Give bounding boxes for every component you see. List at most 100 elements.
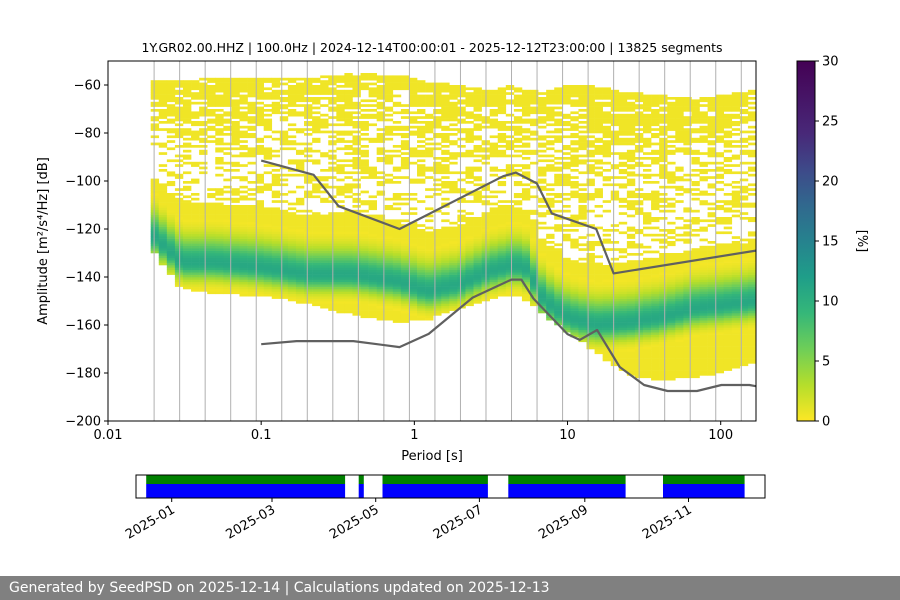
psd-cell [513, 226, 523, 230]
psd-cell [449, 123, 458, 127]
psd-cell [683, 267, 692, 271]
psd-cell [618, 293, 628, 297]
psd-cell [392, 255, 402, 259]
psd-cell [255, 245, 264, 249]
psd-cell [497, 274, 507, 278]
psd-cell [707, 308, 716, 311]
psd-cell [594, 188, 603, 191]
psd-cell [304, 255, 313, 259]
psd-cell [417, 286, 426, 290]
psd-cell [562, 286, 571, 290]
psd-cell [626, 315, 636, 319]
psd-cell [215, 243, 224, 247]
psd-cell [449, 142, 458, 146]
psd-cell [271, 286, 281, 290]
psd-cell [247, 262, 256, 266]
psd-cell [255, 94, 264, 98]
psd-cell [667, 265, 676, 268]
psd-cell [425, 267, 434, 271]
psd-cell [312, 99, 321, 103]
psd-cell [425, 113, 434, 117]
psd-cell [158, 245, 168, 249]
psd-cell [433, 236, 442, 239]
psd-cell [489, 145, 499, 148]
psd-cell [255, 200, 264, 203]
psd-cell [255, 111, 264, 115]
psd-cell [578, 121, 587, 124]
psd-cell [707, 351, 716, 355]
psd-cell [150, 89, 160, 93]
psd-cell [610, 113, 620, 117]
psd-cell [215, 193, 224, 196]
psd-cell [578, 209, 587, 213]
psd-cell [594, 327, 603, 331]
psd-cell [578, 310, 587, 314]
psd-cell [513, 291, 523, 295]
psd-cell [231, 121, 240, 124]
psd-cell [255, 202, 264, 206]
psd-cell [651, 111, 660, 115]
psd-cell [651, 341, 660, 345]
psd-cell [554, 101, 563, 105]
psd-cell [489, 97, 499, 100]
psd-cell [675, 99, 684, 103]
psd-cell [651, 135, 660, 139]
psd-cell [562, 173, 571, 177]
psd-cell [667, 241, 676, 244]
psd-cell [699, 125, 708, 129]
psd-cell [336, 267, 345, 271]
psd-cell [223, 229, 232, 232]
psd-cell [384, 308, 394, 311]
psd-heatmap [150, 73, 756, 381]
psd-cell [174, 97, 184, 100]
psd-cell [562, 301, 571, 304]
psd-cell [659, 317, 668, 321]
psd-cell [384, 284, 394, 287]
psd-cell [513, 137, 523, 141]
psd-cell [513, 121, 523, 124]
psd-cell [368, 257, 377, 261]
psd-cell [255, 248, 264, 251]
psd-cell [562, 178, 571, 182]
psd-cell [174, 173, 184, 177]
psd-cell [215, 121, 224, 124]
psd-cell [683, 315, 692, 319]
psd-cell [158, 109, 168, 112]
psd-cell [368, 137, 377, 141]
psd-cell [586, 195, 595, 199]
psd-cell [691, 260, 700, 263]
psd-cell [651, 161, 660, 165]
psd-cell [521, 236, 531, 239]
psd-cell [707, 202, 716, 206]
psd-cell [562, 303, 571, 307]
psd-cell [457, 109, 466, 112]
psd-cell [618, 322, 628, 326]
psd-cell [513, 130, 523, 134]
psd-cell [699, 332, 708, 335]
psd-cell [570, 116, 579, 119]
psd-cell [626, 243, 636, 247]
psd-cell [271, 284, 281, 287]
psd-cell [207, 274, 216, 278]
psd-cell [465, 128, 474, 131]
psd-cell [191, 113, 200, 117]
psd-cell [675, 313, 684, 316]
psd-cell [562, 236, 571, 239]
psd-cell [360, 202, 369, 206]
psd-cell [441, 97, 450, 100]
psd-cell [521, 238, 531, 242]
psd-cell [408, 118, 418, 122]
psd-cell [312, 281, 321, 285]
psd-cell [610, 337, 620, 340]
psd-cell [223, 214, 232, 218]
psd-cell [239, 145, 248, 148]
psd-cell [408, 291, 418, 295]
psd-cell [643, 334, 652, 338]
psd-cell [376, 279, 386, 283]
psd-cell [554, 137, 563, 141]
psd-cell [352, 159, 361, 163]
psd-cell [497, 123, 507, 127]
psd-cell [707, 176, 716, 179]
psd-cell [513, 272, 523, 275]
psd-cell [247, 82, 256, 86]
